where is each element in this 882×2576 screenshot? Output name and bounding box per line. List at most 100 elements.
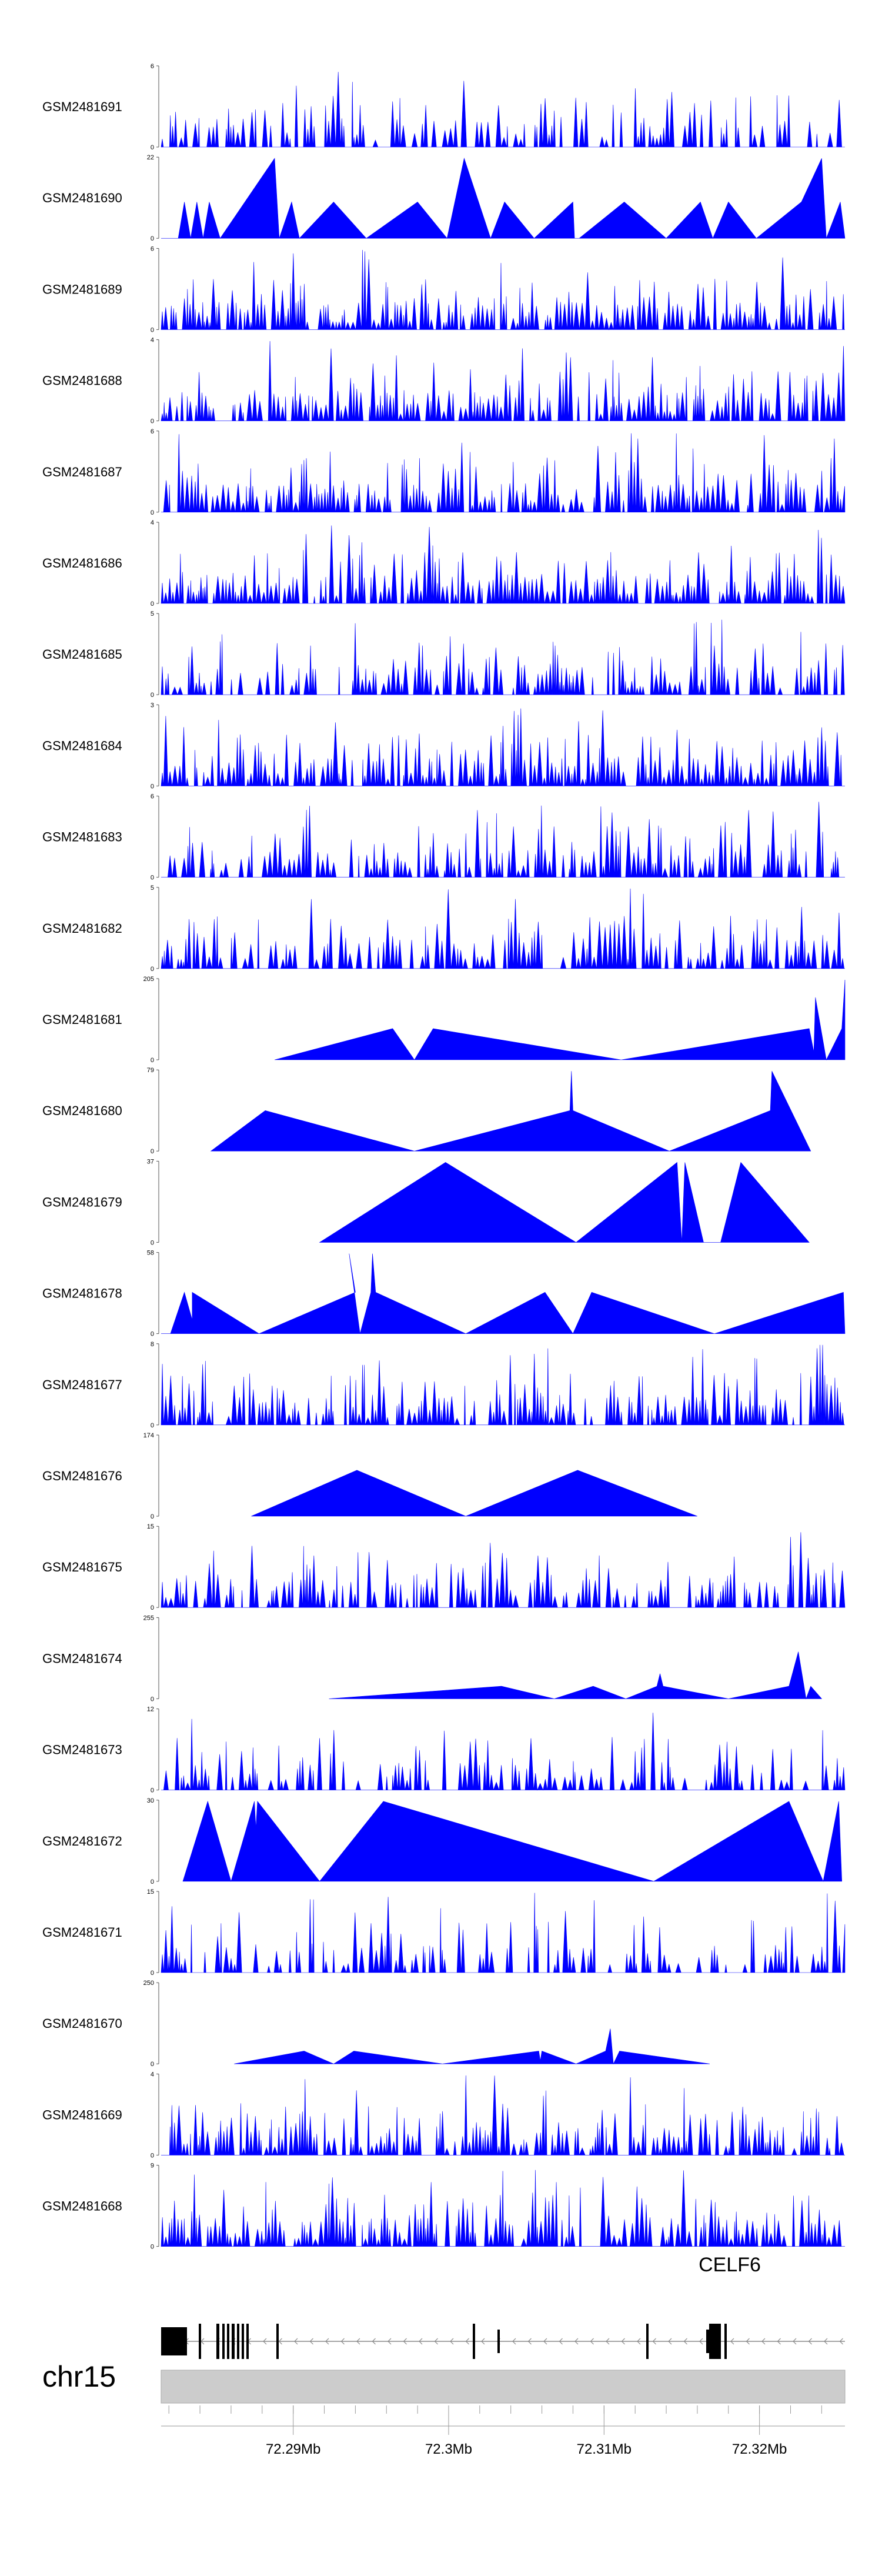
strand-arrow-icon [309, 2338, 313, 2345]
coverage-area [161, 72, 845, 148]
strand-arrow-icon [263, 2338, 267, 2345]
track-GSM2481683: GSM2481683 6 0 [42, 793, 845, 882]
exon-block [199, 2324, 201, 2359]
coverage-area [161, 249, 845, 331]
y-axis-max-label: 8 [151, 1341, 154, 1348]
track-GSM2481687: GSM2481687 6 0 [42, 428, 846, 516]
coverage-area [329, 1651, 823, 1700]
exon-block [232, 2324, 235, 2359]
strand-arrow-icon [824, 2338, 828, 2345]
y-axis-max-label: 15 [147, 1888, 154, 1896]
strand-arrow-icon [543, 2338, 547, 2345]
y-axis-zero-label: 0 [151, 1513, 154, 1520]
x-axis-tick-label: 72.32Mb [732, 2441, 787, 2457]
ideogram-track: chr15 [42, 2360, 846, 2404]
coverage-area [161, 1344, 845, 1426]
track-label: GSM2481670 [42, 2016, 122, 2031]
y-axis-zero-label: 0 [151, 1422, 154, 1429]
y-axis-max-label: 5 [151, 885, 154, 892]
strand-arrow-icon [590, 2338, 594, 2345]
exon-block [161, 2327, 187, 2355]
strand-arrow-icon [730, 2338, 734, 2345]
y-axis-max-label: 174 [143, 1432, 154, 1439]
coverage-area [161, 341, 846, 421]
track-GSM2481678: GSM2481678 58 0 [42, 1250, 846, 1338]
strand-arrow-icon [372, 2338, 376, 2345]
exon-block [227, 2324, 229, 2359]
track-label: GSM2481691 [42, 99, 122, 114]
y-axis-max-label: 22 [147, 154, 154, 161]
coverage-area [161, 433, 846, 513]
exon-block [242, 2324, 244, 2359]
track-GSM2481676: GSM2481676 174 0 [42, 1432, 698, 1520]
genome-axis: 72.29Mb 72.3Mb 72.31Mb 72.32Mb [161, 2405, 845, 2457]
coverage-tracks: GSM248169160GSM2481690220GSM248168960GSM… [42, 63, 846, 2251]
strand-arrow-icon [652, 2338, 656, 2345]
strand-arrow-icon [403, 2338, 407, 2345]
y-axis-zero-label: 0 [151, 1696, 154, 1703]
y-axis-max-label: 250 [143, 1980, 154, 1987]
strand-arrow-icon [761, 2338, 766, 2345]
gene-label: CELF6 [699, 2254, 761, 2276]
track-label: GSM2481678 [42, 1286, 122, 1301]
track-GSM2481680: GSM2481680 79 0 [42, 1067, 811, 1155]
coverage-area [161, 619, 845, 696]
strand-arrow-icon [278, 2338, 282, 2345]
y-axis-zero-label: 0 [151, 1787, 154, 1794]
track-label: GSM2481683 [42, 830, 122, 845]
track-GSM2481689: GSM2481689 6 0 [42, 245, 845, 333]
y-axis-max-label: 6 [151, 428, 154, 435]
strand-arrow-icon [465, 2338, 469, 2345]
track-label: GSM2481682 [42, 921, 122, 936]
y-axis-max-label: 4 [151, 2071, 154, 2078]
strand-arrow-icon [294, 2338, 298, 2345]
coverage-area [161, 1253, 846, 1334]
y-axis-max-label: 79 [147, 1067, 154, 1074]
y-axis-zero-label: 0 [151, 600, 154, 608]
coverage-area [161, 2075, 845, 2155]
y-axis-zero-label: 0 [151, 1331, 154, 1338]
strand-arrow-icon [793, 2338, 797, 2345]
y-axis-max-label: 6 [151, 63, 154, 70]
exon-block [237, 2324, 239, 2359]
coverage-area [161, 1532, 846, 1609]
track-label: GSM2481685 [42, 647, 122, 662]
track-label: GSM2481690 [42, 191, 122, 205]
y-axis-zero-label: 0 [151, 2244, 154, 2251]
coverage-area [274, 979, 846, 1060]
y-axis-max-label: 12 [147, 1706, 154, 1713]
strand-arrow-icon [450, 2338, 454, 2345]
coverage-area [234, 2028, 710, 2065]
track-GSM2481688: GSM2481688 4 0 [42, 337, 846, 425]
y-axis-zero-label: 0 [151, 1239, 154, 1246]
track-GSM2481674: GSM2481674 255 0 [42, 1614, 823, 1703]
coverage-area [161, 2170, 845, 2247]
strand-arrow-icon [419, 2338, 423, 2345]
y-axis-zero-label: 0 [151, 326, 154, 333]
y-axis-max-label: 4 [151, 337, 154, 344]
track-GSM2481672: GSM2481672 30 0 [42, 1797, 843, 1886]
exon-block [646, 2324, 649, 2359]
exon-block [222, 2324, 225, 2359]
track-label: GSM2481679 [42, 1194, 122, 1209]
track-label: GSM2481688 [42, 373, 122, 388]
track-GSM2481677: GSM2481677 8 0 [42, 1341, 845, 1429]
strand-arrow-icon [574, 2338, 579, 2345]
strand-arrow-icon [668, 2338, 672, 2345]
coverage-area [161, 525, 846, 604]
strand-arrow-icon [606, 2338, 610, 2345]
strand-arrow-icon [777, 2338, 781, 2345]
track-GSM2481685: GSM2481685 5 0 [42, 610, 845, 699]
strand-arrow-icon [512, 2338, 516, 2345]
track-label: GSM2481676 [42, 1469, 122, 1483]
y-axis-zero-label: 0 [151, 2152, 154, 2159]
strand-arrow-icon [434, 2338, 438, 2345]
track-label: GSM2481686 [42, 556, 122, 570]
x-axis-tick-label: 72.29Mb [266, 2441, 320, 2457]
strand-arrow-icon [325, 2338, 329, 2345]
track-label: GSM2481672 [42, 1834, 122, 1848]
track-GSM2481668: GSM2481668 9 0 [42, 2163, 845, 2251]
y-axis-zero-label: 0 [151, 966, 154, 973]
y-axis-max-label: 30 [147, 1797, 154, 1804]
